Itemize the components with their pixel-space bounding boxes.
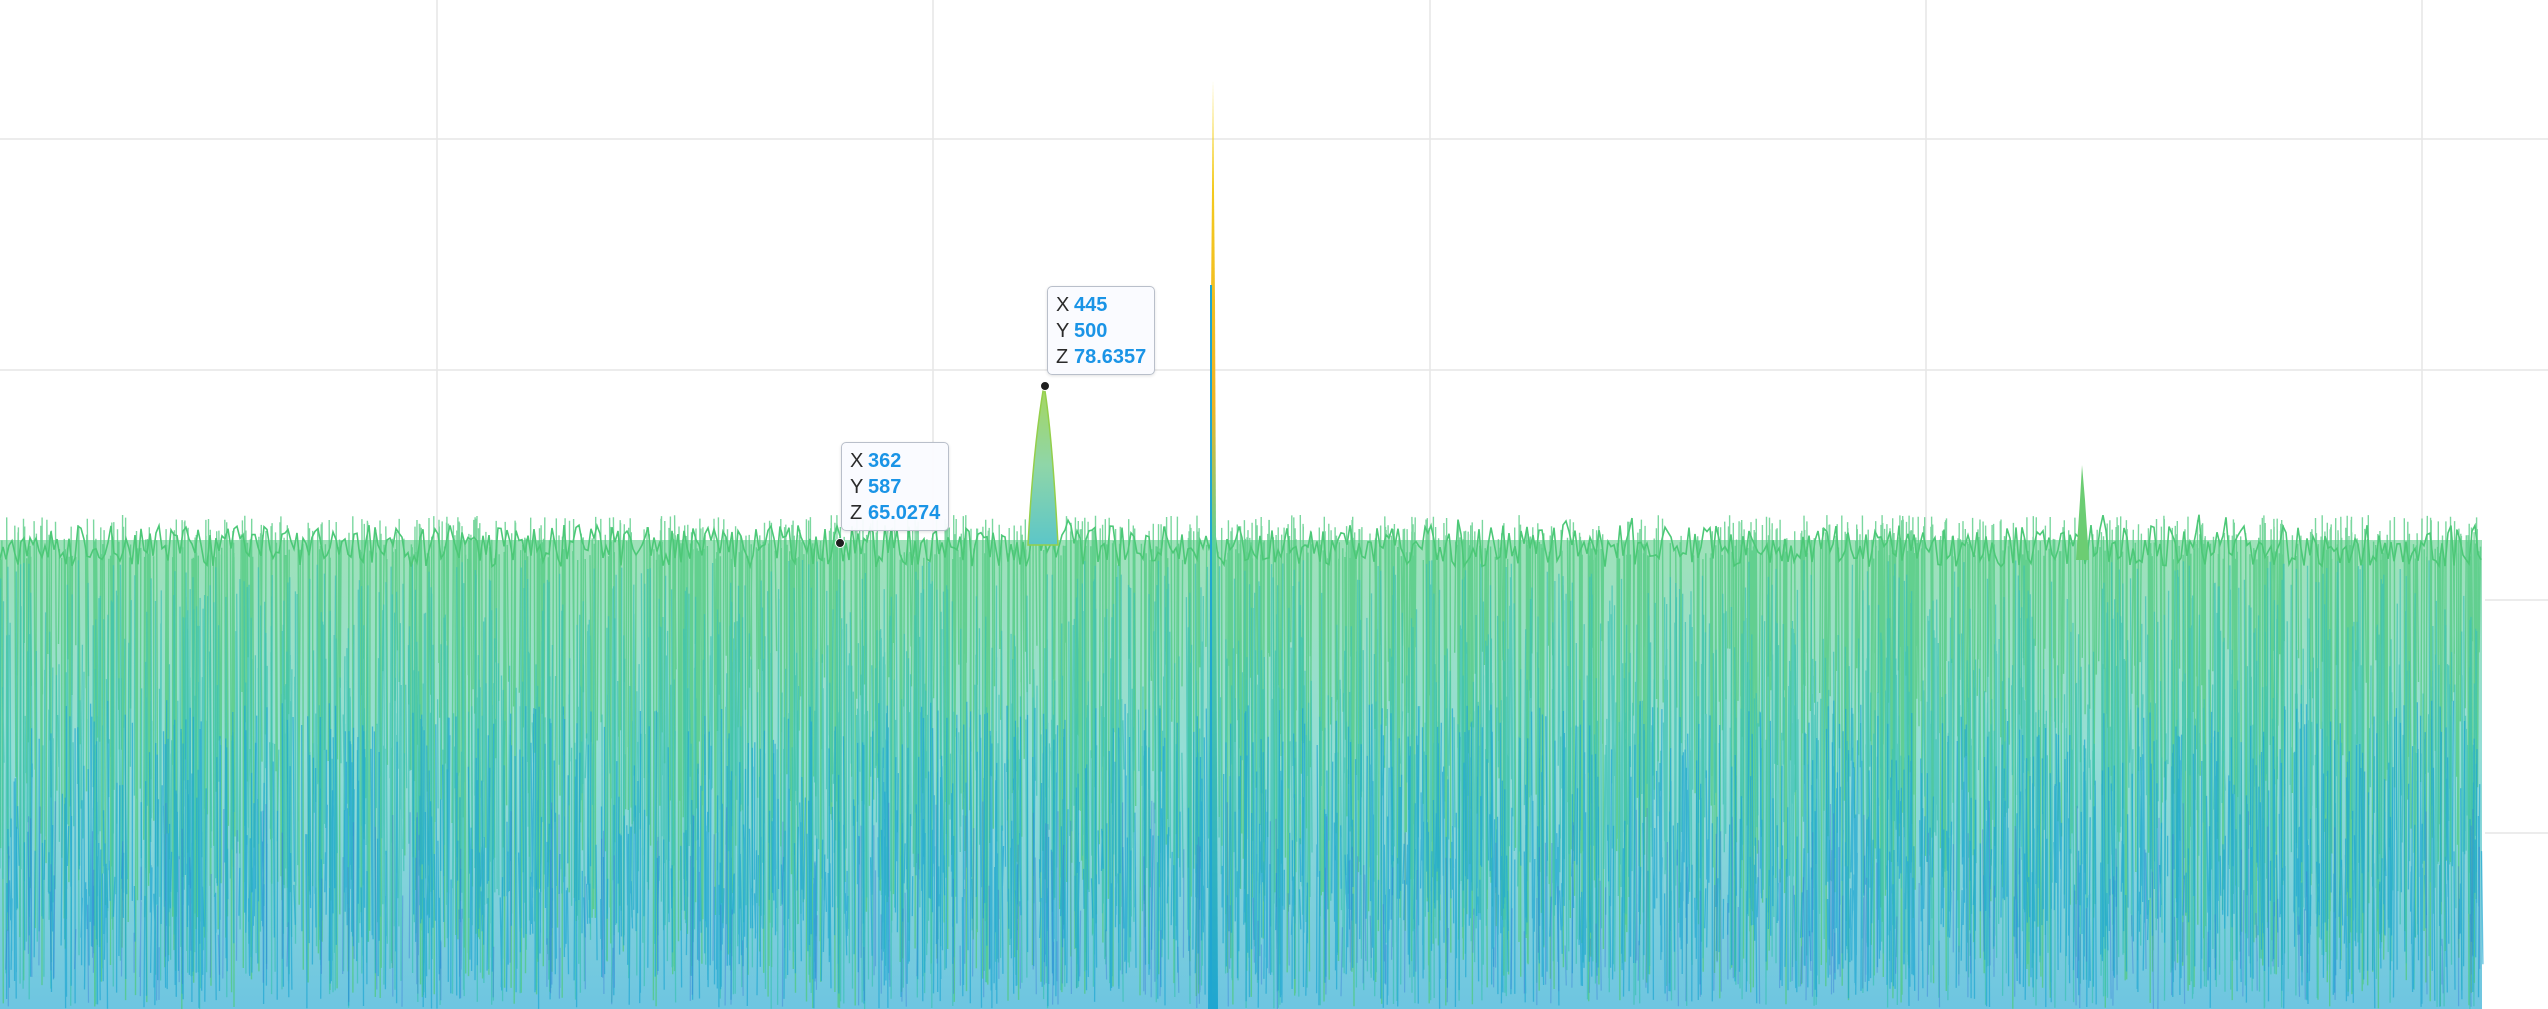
surface-peaks[interactable] [1027, 80, 2089, 1009]
surface-ridge [0, 514, 2482, 570]
surface-peak-bump[interactable] [1027, 384, 1059, 546]
surface-mesh[interactable] [0, 514, 2484, 1009]
tooltip-z-value: 65.0274 [868, 502, 941, 524]
tooltip-x-value: 445 [1074, 294, 1108, 316]
tooltip-y-value: 500 [1074, 320, 1108, 342]
tooltip-z-value: 78.6357 [1074, 346, 1147, 368]
tooltip-marker [835, 538, 845, 548]
tooltip-marker [1040, 381, 1050, 391]
tooltip-x-value: 362 [868, 450, 902, 472]
surface-strands-3 [5, 800, 2481, 1009]
surface-strands-2 [5, 700, 2484, 1009]
hover-tooltip: X 362 Y 587 Z 65.0274 [841, 442, 950, 531]
hover-tooltip: X 445 Y 500 Z 78.6357 [1047, 286, 1156, 375]
tooltip-y-value: 587 [868, 476, 902, 498]
surface-peak-small[interactable] [2076, 465, 2089, 560]
grid-lines [0, 0, 2548, 834]
